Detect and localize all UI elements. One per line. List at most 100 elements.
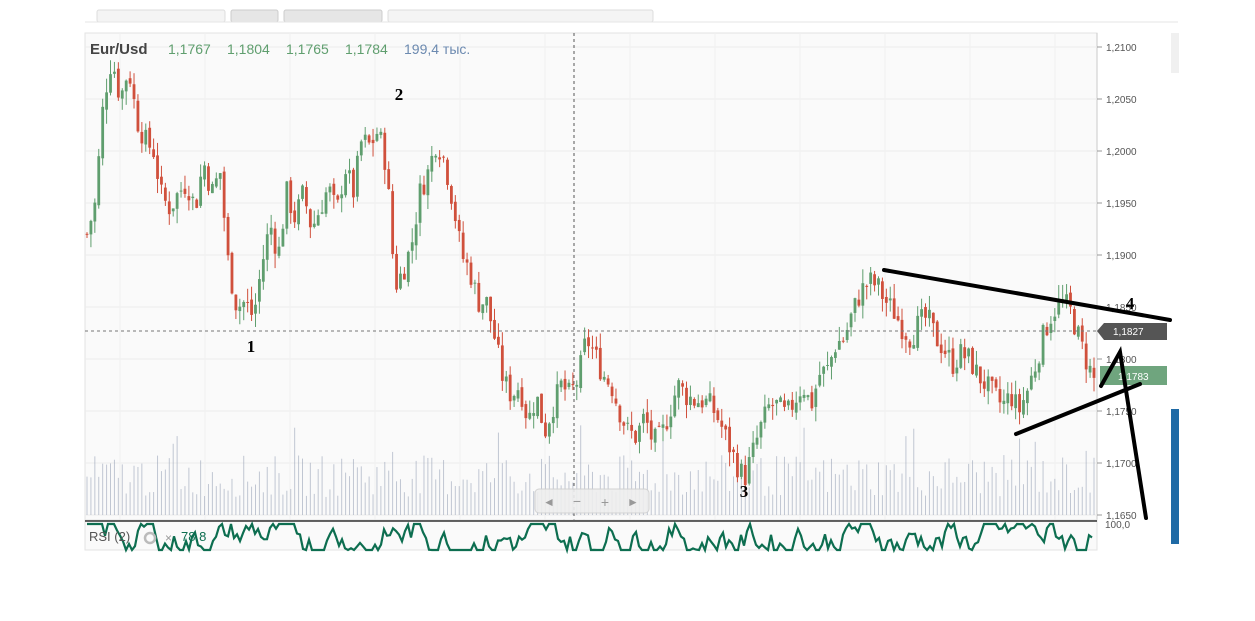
candle-body — [975, 364, 978, 376]
candle-body — [289, 180, 293, 214]
plot-area — [84, 32, 1098, 521]
candle-body — [967, 348, 971, 357]
candle-body — [677, 380, 681, 398]
candle-body — [461, 232, 465, 259]
candles — [85, 60, 1096, 496]
candle-body — [512, 395, 516, 401]
candle-body — [320, 212, 324, 214]
side-panel-edge — [1171, 409, 1179, 544]
candle-body — [536, 396, 540, 417]
candle-body — [1022, 400, 1025, 415]
candle-body — [881, 281, 884, 299]
candle-body — [865, 285, 869, 287]
candle-body — [661, 424, 665, 428]
candle-body — [446, 159, 449, 185]
candle-body — [238, 306, 242, 312]
zoom-in-button[interactable]: + — [601, 494, 609, 510]
candle-body — [269, 227, 273, 235]
candle-body — [473, 282, 477, 284]
toolbar-tab[interactable] — [96, 9, 226, 23]
candle-body — [391, 191, 395, 255]
candle-body — [363, 134, 367, 140]
wave-label-4: 4 — [1126, 294, 1135, 313]
candle-body — [148, 127, 152, 148]
candle-body — [406, 251, 410, 283]
candle-body — [281, 228, 285, 247]
close-icon[interactable]: × — [165, 531, 172, 545]
scroll-right-button[interactable]: ► — [627, 495, 639, 509]
candle-body — [986, 376, 990, 392]
price-tick-label: 1,1850 — [1106, 303, 1137, 314]
candle-body — [1014, 394, 1018, 409]
scroll-left-button[interactable]: ◄ — [543, 495, 555, 509]
candle-body — [144, 129, 148, 145]
candle-body — [450, 186, 453, 204]
candle-body — [704, 398, 708, 406]
current-price-badge: 1,1827 — [1097, 323, 1167, 340]
candle-body — [312, 223, 316, 227]
candle-body — [763, 406, 767, 423]
candle-body — [571, 384, 575, 386]
candle-body — [438, 157, 442, 160]
candle-body — [563, 378, 567, 390]
gear-icon[interactable] — [143, 531, 157, 545]
candle-body — [399, 273, 402, 289]
candle-body — [751, 442, 755, 458]
candle-body — [959, 344, 963, 368]
candle-body — [500, 345, 504, 381]
toolbar-search[interactable] — [387, 9, 654, 23]
candle-body — [845, 329, 849, 340]
toolbar-tab[interactable] — [283, 9, 383, 23]
candle-body — [93, 202, 97, 222]
candle-body — [857, 299, 861, 306]
candle-body — [1076, 326, 1080, 337]
candle-body — [524, 404, 528, 419]
price-tick-label: 1,2050 — [1106, 95, 1137, 106]
zoom-out-button[interactable]: − — [573, 493, 581, 509]
candle-body — [1069, 292, 1072, 307]
candle-body — [348, 170, 351, 174]
candle-body — [340, 194, 344, 199]
candle-body — [293, 210, 297, 223]
candle-body — [203, 165, 206, 180]
candle-body — [152, 149, 156, 158]
candle-body — [258, 279, 261, 302]
candle-body — [841, 340, 845, 342]
candle-body — [426, 169, 430, 196]
candle-body — [1029, 375, 1033, 390]
candle-body — [641, 413, 645, 424]
toolbar-tab[interactable] — [230, 9, 279, 23]
candle-body — [990, 376, 994, 381]
candle-body — [826, 364, 829, 366]
candle-body — [775, 399, 779, 404]
candle-body — [489, 296, 492, 322]
candle-body — [371, 139, 375, 144]
candle-body — [434, 155, 438, 158]
candle-body — [736, 453, 739, 478]
candle-body — [626, 422, 630, 424]
candle-body — [387, 169, 391, 189]
candle-body — [884, 296, 888, 303]
candle-body — [583, 338, 587, 353]
wave-label-3: 3 — [740, 482, 749, 501]
candle-body — [606, 378, 610, 385]
last-price-text: 1,1783 — [1118, 372, 1149, 383]
candle-body — [614, 398, 618, 404]
candle-body — [187, 196, 191, 201]
candle-body — [367, 135, 371, 143]
candle-body — [739, 463, 743, 477]
candle-body — [261, 259, 265, 282]
candle-body — [943, 350, 947, 355]
candle-body — [551, 416, 555, 424]
candle-body — [947, 349, 951, 353]
candle-body — [422, 184, 426, 195]
candle-body — [167, 201, 171, 215]
candle-body — [853, 298, 857, 313]
candle-body — [171, 208, 175, 212]
candle-body — [822, 366, 826, 374]
candle-body — [242, 301, 246, 308]
candle-body — [587, 337, 590, 347]
candle-body — [1037, 363, 1041, 373]
candle-body — [1088, 365, 1092, 373]
